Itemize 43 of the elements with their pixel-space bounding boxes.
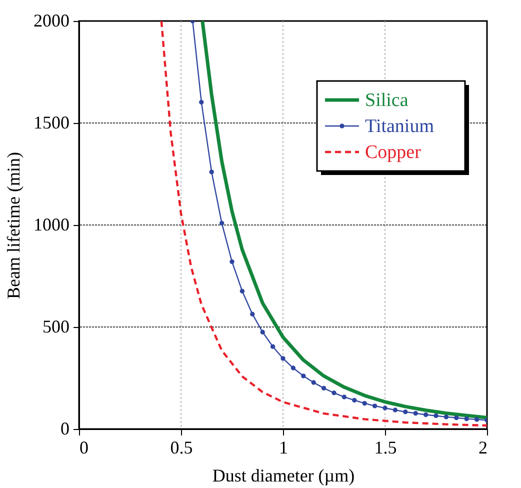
point	[301, 374, 306, 378]
point	[250, 312, 255, 316]
point	[280, 356, 286, 361]
point	[434, 413, 438, 418]
x-axis-title: Dust diameter (µm)	[212, 466, 355, 486]
legend-label: Copper	[365, 142, 422, 163]
point	[423, 412, 428, 418]
x-tick-label: 0.5	[170, 438, 193, 458]
x-tick-label: 1.5	[374, 438, 397, 458]
point	[311, 380, 316, 385]
point	[454, 415, 459, 420]
point	[219, 220, 224, 226]
point	[403, 410, 408, 414]
point	[342, 394, 347, 400]
point	[372, 404, 378, 408]
point	[270, 344, 276, 349]
point	[392, 408, 398, 412]
point	[352, 398, 357, 403]
y-tick-label: 0	[60, 418, 70, 438]
x-tick-label: 0	[80, 438, 88, 458]
point	[209, 170, 214, 174]
point	[230, 259, 234, 264]
point	[413, 410, 418, 416]
x-tick-label: 2	[478, 438, 488, 458]
point	[199, 100, 204, 105]
point	[332, 390, 336, 396]
legend-label: Silica	[365, 90, 409, 111]
x-tick-label: 1	[279, 438, 288, 458]
point	[290, 366, 296, 370]
point	[382, 406, 388, 410]
point	[444, 414, 449, 420]
point	[362, 400, 367, 406]
point	[474, 417, 480, 422]
point	[240, 288, 245, 294]
point	[260, 330, 265, 334]
y-tick-label: 1000	[34, 214, 70, 234]
y-axis-title: Beam lifetime (min)	[4, 152, 24, 299]
point	[464, 416, 469, 422]
legend-label: Titanium	[365, 116, 434, 137]
y-tick-label: 1500	[34, 112, 70, 132]
y-tick-label: 2000	[34, 10, 70, 30]
point	[321, 386, 326, 391]
y-tick-label: 500	[42, 316, 70, 336]
